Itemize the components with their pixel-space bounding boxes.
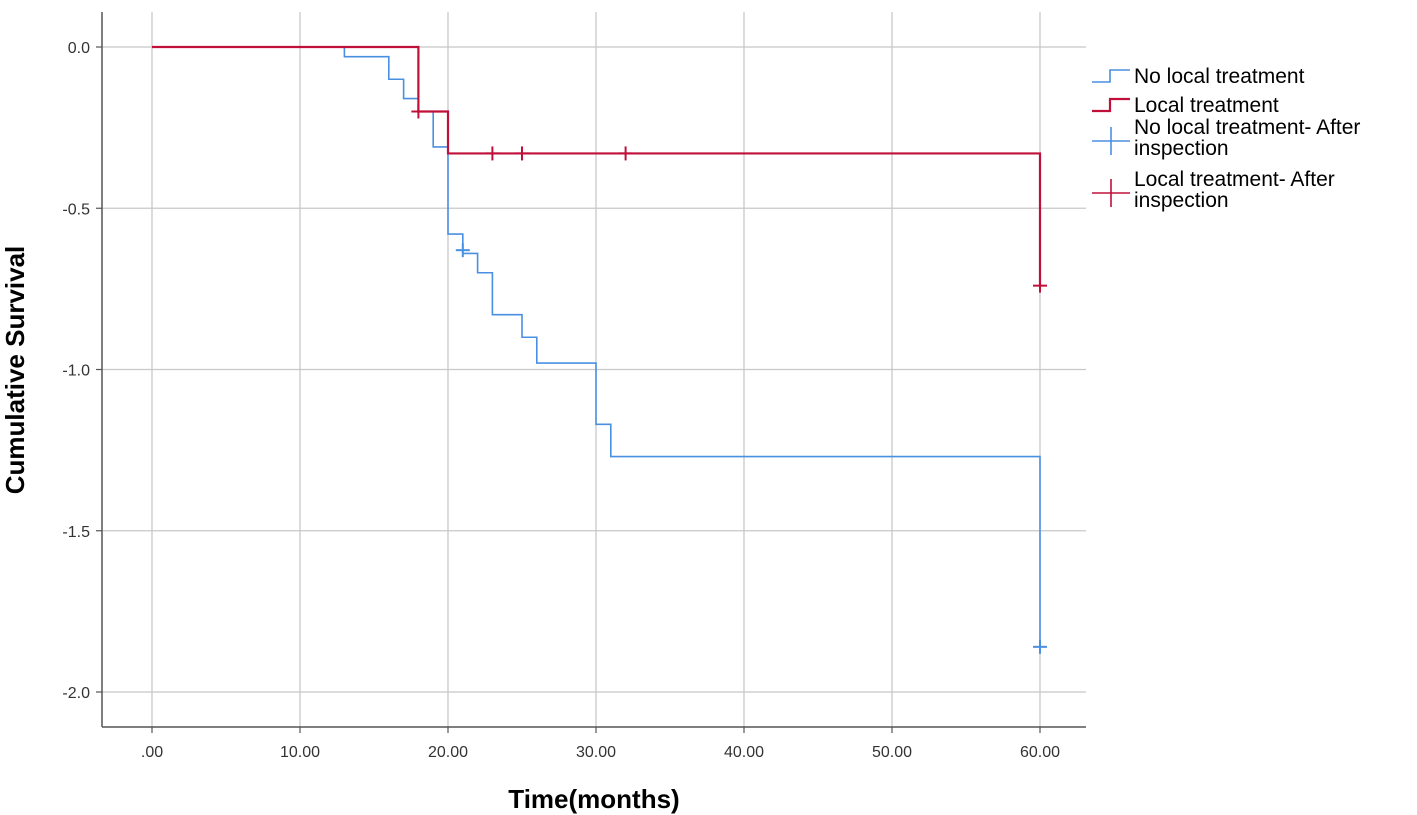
x-tick-label: .00 <box>141 744 163 761</box>
x-tick-label: 30.00 <box>576 744 616 761</box>
y-tick-label: -0.5 <box>62 201 90 218</box>
axes <box>96 12 1086 733</box>
censor-marks <box>411 104 1047 654</box>
x-axis-title: Time(months) <box>508 784 679 814</box>
legend-label: Local treatment <box>1134 94 1279 117</box>
grid <box>102 12 1086 727</box>
legend-item: No local treatment- After inspection <box>1092 116 1360 160</box>
x-tick-label: 20.00 <box>428 744 468 761</box>
legend-label: No local treatment <box>1134 65 1305 88</box>
y-tick-label: -1.0 <box>62 363 90 380</box>
local-treatment-line <box>152 45 1042 286</box>
legend-label: No local treatment- After inspection <box>1134 116 1360 160</box>
legend-label: Local treatment- After inspection <box>1134 168 1335 212</box>
legend-item: Local treatment <box>1092 94 1279 117</box>
legend-item: No local treatment <box>1092 65 1305 88</box>
x-tick-label: 50.00 <box>872 744 912 761</box>
x-tick-label: 10.00 <box>280 744 320 761</box>
tick-labels: .00 10.00 20.00 30.00 40.00 50.00 60.00 0.0 -0.5… <box>62 40 1060 761</box>
legend-swatch <box>1092 97 1130 113</box>
y-tick-label: -2.0 <box>62 685 90 702</box>
legend-swatch <box>1092 69 1130 83</box>
x-tick-label: 60.00 <box>1020 744 1060 761</box>
y-tick-label: 0.0 <box>68 40 90 57</box>
y-tick-label: -1.5 <box>62 524 90 541</box>
x-tick-label: 40.00 <box>724 744 764 761</box>
y-axis-title: Cumulative Survival <box>0 246 30 495</box>
legend-item: Local treatment- After inspection <box>1092 168 1335 212</box>
